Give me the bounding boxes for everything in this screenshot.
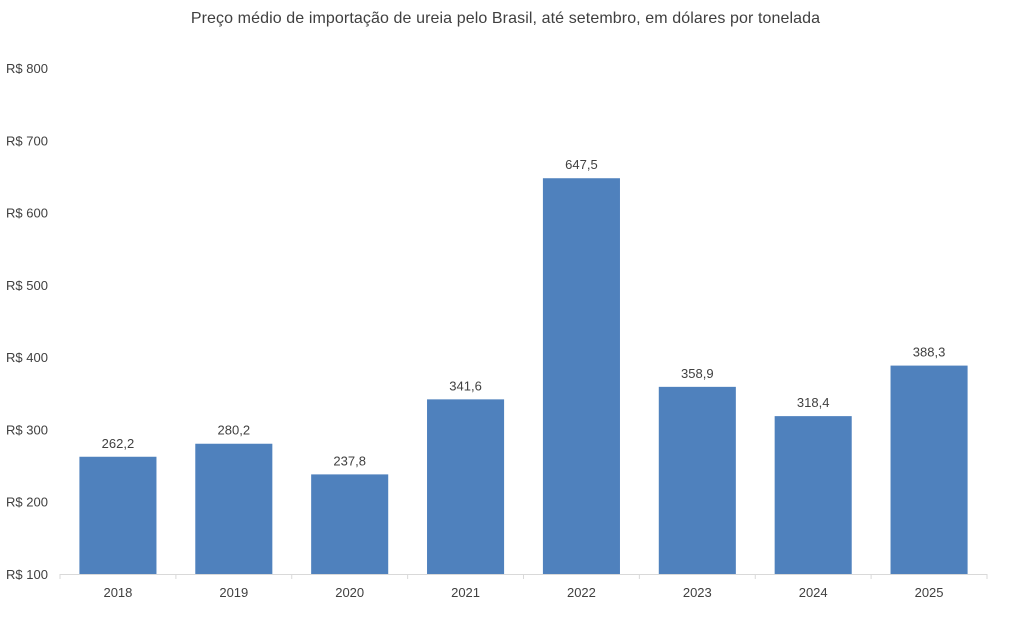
x-tick-label: 2021	[451, 585, 480, 600]
y-tick-label: R$ 200	[6, 495, 48, 510]
data-label: 237,8	[333, 453, 366, 468]
x-tick-label: 2025	[915, 585, 944, 600]
data-label: 647,5	[565, 157, 598, 172]
y-tick-label: R$ 300	[6, 422, 48, 437]
bar-2024	[774, 416, 852, 574]
x-tick-label: 2019	[219, 585, 248, 600]
bar-2019	[195, 443, 273, 574]
data-label: 280,2	[218, 423, 251, 438]
bar-2020	[311, 474, 389, 574]
y-tick-label: R$ 800	[6, 61, 48, 76]
bar-2018	[79, 456, 157, 574]
data-label: 262,2	[102, 436, 135, 451]
x-tick-label: 2020	[335, 585, 364, 600]
x-tick-label: 2022	[567, 585, 596, 600]
x-tick-label: 2018	[103, 585, 132, 600]
y-tick-label: R$ 100	[6, 567, 48, 582]
data-label: 341,6	[449, 378, 482, 393]
bar-2021	[427, 399, 505, 574]
y-tick-label: R$ 500	[6, 278, 48, 293]
x-tick-label: 2024	[799, 585, 828, 600]
y-tick-label: R$ 600	[6, 206, 48, 221]
y-tick-label: R$ 700	[6, 133, 48, 148]
bar-2023	[658, 386, 736, 574]
data-label: 358,9	[681, 366, 714, 381]
bar-2025	[890, 365, 968, 574]
bar-2022	[542, 178, 620, 574]
data-label: 388,3	[913, 345, 946, 360]
y-tick-label: R$ 400	[6, 350, 48, 365]
x-tick-label: 2023	[683, 585, 712, 600]
chart-title: Preço médio de importação de ureia pelo …	[190, 10, 821, 27]
data-label: 318,4	[797, 395, 830, 410]
